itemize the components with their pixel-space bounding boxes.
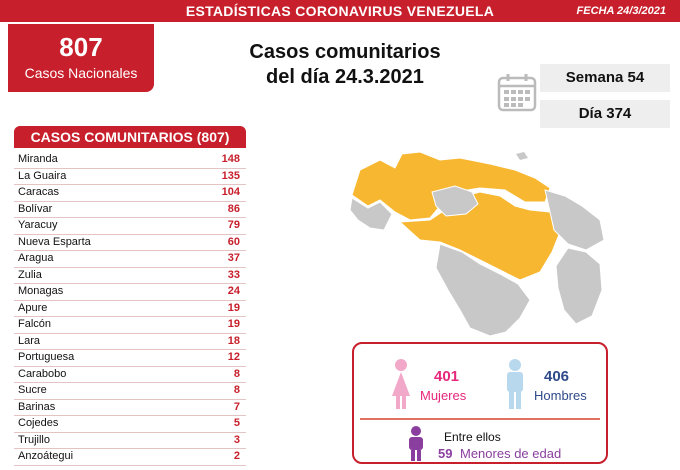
state-name: Falcón — [18, 318, 52, 330]
state-cases: 19 — [227, 318, 240, 330]
map-region-gray-delta — [555, 247, 603, 325]
table-row: La Guaira 135 — [14, 169, 246, 185]
state-cases: 12 — [227, 351, 240, 363]
table-row: Anzoátegui 2 — [14, 449, 246, 466]
state-name: Lara — [18, 334, 41, 347]
table-row: Falcón 19 — [14, 317, 246, 334]
table-row: Apure 19 — [14, 301, 246, 317]
man-icon — [507, 359, 523, 409]
day-box: Día 374 — [540, 100, 670, 128]
state-name: Barinas — [18, 400, 56, 413]
state-cases: 19 — [227, 301, 240, 314]
woman-icon — [392, 359, 410, 409]
national-cases-label: Casos Nacionales — [24, 65, 138, 81]
state-name: Bolívar — [18, 202, 53, 215]
state-cases: 104 — [221, 186, 240, 198]
state-name: Aragua — [18, 252, 54, 264]
state-cases: 79 — [227, 219, 240, 231]
venezuela-map — [349, 151, 605, 337]
top-banner: ESTADÍSTICAS CORONAVIRUS VENEZUELA FECHA… — [0, 0, 680, 22]
state-name: Cojedes — [18, 417, 59, 429]
men-count: 406 — [544, 368, 570, 385]
table-row: Caracas 104 — [14, 185, 246, 202]
community-cases-table: CASOS COMUNITARIOS (807) Miranda 148 La Gu… — [14, 126, 246, 466]
table-header: CASOS COMUNITARIOS (807) — [14, 126, 246, 148]
state-name: Sucre — [18, 384, 47, 396]
banner-date: FECHA 24/3/2021 — [576, 5, 666, 17]
week-box: Semana 54 — [540, 64, 670, 92]
calendar-icon — [497, 74, 537, 112]
state-cases: 86 — [227, 202, 240, 215]
women-count: 401 — [434, 368, 460, 385]
state-name: Anzoátegui — [18, 450, 74, 462]
table-row: Bolívar 86 — [14, 202, 246, 218]
table-row: Cojedes 5 — [14, 416, 246, 433]
table-row: Monagas 24 — [14, 284, 246, 301]
among-label: Entre ellos — [444, 430, 501, 444]
table-row: Carabobo 8 — [14, 367, 246, 383]
state-cases: 37 — [227, 252, 240, 264]
table-row: Nueva Esparta 60 — [14, 235, 246, 251]
state-name: Apure — [18, 301, 48, 314]
gender-breakdown-box: 401 Mujeres 406 Hombres Entre ellos 59 M… — [352, 342, 608, 464]
map-region-gray-lara — [431, 185, 479, 217]
minors-count: 59 — [438, 446, 453, 461]
men-label: Hombres — [534, 388, 587, 403]
state-cases: 8 — [233, 367, 240, 380]
state-cases: 8 — [233, 384, 240, 396]
minors-label: Menores de edad — [460, 446, 562, 461]
headline: Casos comunitarios del día 24.3.2021 — [220, 40, 470, 90]
state-cases: 60 — [227, 235, 240, 248]
child-icon — [409, 426, 423, 461]
table-row: Miranda 148 — [14, 152, 246, 169]
table-row: Barinas 7 — [14, 400, 246, 416]
table-row: Zulia 33 — [14, 268, 246, 284]
table-row: Portuguesa 12 — [14, 350, 246, 367]
national-cases-box: 807 Casos Nacionales — [8, 24, 154, 92]
state-cases: 3 — [233, 433, 240, 446]
table-row: Lara 18 — [14, 334, 246, 350]
state-cases: 5 — [233, 417, 240, 429]
map-region-gray-apure — [435, 243, 531, 337]
state-name: Caracas — [18, 186, 59, 198]
state-name: Carabobo — [18, 367, 67, 380]
state-name: Zulia — [18, 268, 42, 281]
state-name: Nueva Esparta — [18, 235, 91, 248]
state-name: Yaracuy — [18, 219, 58, 231]
state-name: La Guaira — [18, 169, 67, 182]
table-row: Aragua 37 — [14, 251, 246, 268]
banner-title: ESTADÍSTICAS CORONAVIRUS VENEZUELA — [185, 3, 495, 19]
state-name: Miranda — [18, 153, 58, 165]
table-row: Trujillo 3 — [14, 433, 246, 449]
state-name: Portuguesa — [18, 351, 75, 363]
state-cases: 33 — [227, 268, 240, 281]
map-region-gray-east — [544, 189, 605, 251]
table-row: Yaracuy 79 — [14, 218, 246, 235]
state-cases: 24 — [227, 285, 240, 297]
table-row: Sucre 8 — [14, 383, 246, 400]
headline-line-1: Casos comunitarios — [249, 41, 441, 63]
map-region-gray-island — [516, 152, 528, 160]
gender-divider — [360, 418, 600, 420]
state-cases: 18 — [227, 334, 240, 347]
state-name: Trujillo — [18, 433, 50, 446]
table-body: Miranda 148 La Guaira 135 Caracas 104 Bolívar 8… — [14, 152, 246, 466]
state-cases: 135 — [221, 169, 240, 182]
state-cases: 2 — [233, 450, 240, 462]
map-region-gray-zulia — [349, 197, 393, 231]
national-cases-count: 807 — [59, 32, 103, 62]
headline-line-2: del día 24.3.2021 — [266, 66, 424, 88]
women-label: Mujeres — [420, 388, 467, 403]
state-cases: 7 — [233, 400, 240, 413]
state-cases: 148 — [221, 153, 240, 165]
state-name: Monagas — [18, 285, 64, 297]
